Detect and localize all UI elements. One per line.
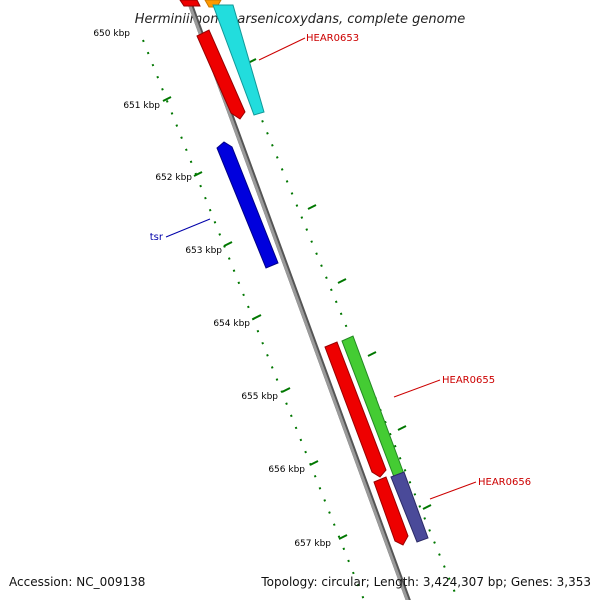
gene-red-1[interactable] <box>196 29 246 120</box>
inner-tick-track <box>142 39 365 600</box>
genome-stats-text: Topology: circular; Length: 3,424,307 bp… <box>260 575 591 589</box>
leader-hear0655 <box>393 379 441 398</box>
accession-text: Accession: NC_009138 <box>9 575 145 589</box>
genome-backbone <box>186 0 409 600</box>
label-hear0653[interactable]: HEAR0653 <box>306 33 359 44</box>
tick-label-654: 654 kbp <box>213 319 250 329</box>
gene-red-top[interactable] <box>179 0 201 7</box>
leader-hear0653 <box>258 37 306 61</box>
tick-label-655: 655 kbp <box>241 392 278 402</box>
tick-label-657: 657 kbp <box>294 539 331 549</box>
map-title: Herminiimonas arsenicoxydans, complete g… <box>135 12 465 27</box>
tick-label-651: 651 kbp <box>123 101 160 111</box>
tick-label-650: 650 kbp <box>93 29 130 39</box>
label-hear0655[interactable]: HEAR0655 <box>442 375 495 386</box>
gene-red-2[interactable] <box>324 341 387 478</box>
gene-tsr[interactable] <box>216 141 279 269</box>
inner-major-ticks <box>162 96 348 540</box>
leader-tsr <box>165 218 211 238</box>
label-tsr[interactable]: tsr <box>150 232 164 243</box>
tick-label-652: 652 kbp <box>155 173 192 183</box>
leader-hear0656 <box>429 481 477 500</box>
gene-red-3[interactable] <box>373 476 409 546</box>
tick-label-653: 653 kbp <box>185 246 222 256</box>
gene-hear0653[interactable] <box>212 4 265 116</box>
gene-hear0656[interactable] <box>390 471 429 543</box>
tick-label-656: 656 kbp <box>268 465 305 475</box>
outer-major-ticks <box>247 58 432 510</box>
label-hear0656[interactable]: HEAR0656 <box>478 477 531 488</box>
